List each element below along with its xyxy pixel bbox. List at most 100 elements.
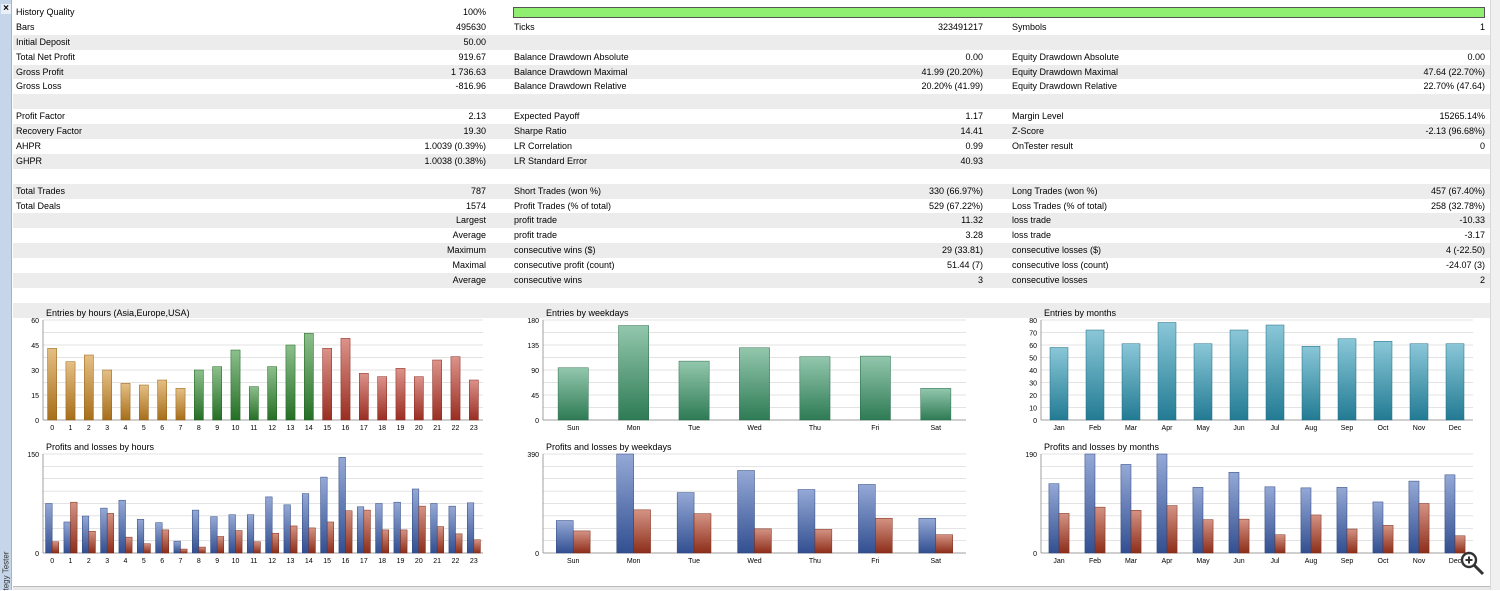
stats-cell-c1r: Average xyxy=(452,230,486,241)
bar xyxy=(1445,343,1465,421)
y-tick-label: 70 xyxy=(1029,331,1037,338)
bar xyxy=(285,344,296,421)
bar xyxy=(860,355,891,421)
bar xyxy=(1274,534,1286,554)
stats-cell-c4: 0.99 xyxy=(965,141,983,152)
stats-cell-c4: 330 (66.97%) xyxy=(928,185,983,196)
x-tick-label: Wed xyxy=(747,425,761,432)
stats-cell-c3: LR Standard Error xyxy=(514,155,588,166)
bar xyxy=(1454,535,1466,554)
bar xyxy=(81,515,90,554)
bar xyxy=(1157,322,1177,421)
x-tick-label: Aug xyxy=(1305,558,1318,565)
zoom-icon[interactable] xyxy=(1458,549,1486,577)
y-tick-label: 60 xyxy=(31,318,39,325)
bar xyxy=(84,354,94,421)
stats-row: Total Trades 787 Short Trades (won %) 330 (… xyxy=(13,183,1490,199)
x-tick-label: Sun xyxy=(567,425,580,432)
bar xyxy=(616,453,634,554)
y-tick-label: 0 xyxy=(535,551,539,558)
stats-cell-c3: Ticks xyxy=(514,21,535,32)
bar xyxy=(45,503,53,554)
stats-cell-c6: 47.64 (22.70%) xyxy=(1423,66,1485,77)
bar xyxy=(1418,503,1430,554)
bar xyxy=(450,356,461,421)
chart-title: Entries by hours (Asia,Europe,USA) xyxy=(46,308,190,318)
bar xyxy=(1049,347,1069,421)
y-tick-label: 0 xyxy=(535,418,539,425)
x-tick-label: 7 xyxy=(179,425,183,432)
x-tick-label: Sat xyxy=(931,425,942,432)
bar xyxy=(301,493,310,554)
bar xyxy=(618,325,649,421)
x-tick-label: 10 xyxy=(232,425,240,432)
stats-row: Profit Factor 2.13 Expected Payoff 1.17 Marg… xyxy=(13,109,1490,124)
stats-cell-c6: 2 xyxy=(1479,275,1485,286)
bar xyxy=(230,349,241,421)
x-tick-label: Jun xyxy=(1233,425,1244,432)
stats-cell-c3: Balance Drawdown Absolute xyxy=(514,51,629,62)
x-tick-label: 5 xyxy=(142,558,146,565)
stats-cell-c6: 4 (-22.50) xyxy=(1445,245,1485,256)
panel-side-strip: × tegy Tester xyxy=(0,0,12,591)
bar xyxy=(194,369,204,421)
stats-cell-c6: 457 (67.40%) xyxy=(1430,185,1485,196)
y-tick-label: 10 xyxy=(1029,406,1037,413)
stats-cell-c1r: Average xyxy=(452,275,486,286)
stats-cell-c2: 787 xyxy=(470,185,486,196)
stats-cell-c4: 41.99 (20.20%) xyxy=(921,66,983,77)
stats-cell-c1: Profit Factor xyxy=(16,111,66,122)
bar xyxy=(228,514,236,554)
stats-cell-c3: Balance Drawdown Maximal xyxy=(514,66,628,77)
x-tick-label: Thu xyxy=(809,558,821,565)
bar xyxy=(136,519,145,554)
stats-cell-c3: consecutive wins xyxy=(514,275,583,286)
bar xyxy=(363,509,371,554)
bar xyxy=(106,513,115,554)
stats-row: Gross Loss -816.96 Balance Drawdown Relati… xyxy=(13,79,1490,94)
bar xyxy=(175,388,186,421)
x-tick-label: Sep xyxy=(1341,558,1354,565)
x-tick-label: 21 xyxy=(433,425,441,432)
stats-cell-c1: Gross Loss xyxy=(16,81,62,92)
vertical-scrollbar[interactable] xyxy=(1490,0,1500,590)
stats-cell-c1r: Largest xyxy=(455,215,486,226)
stats-cell-c3: Short Trades (won %) xyxy=(514,185,602,196)
x-tick-label: Dec xyxy=(1449,425,1462,432)
stats-cell-c2: 1.0038 (0.38%) xyxy=(424,155,486,166)
bar xyxy=(359,373,369,421)
stats-cell-c2: 1574 xyxy=(465,200,486,211)
stats-row: Largest profit trade 11.32 loss trade -10.33 xyxy=(13,213,1490,229)
close-icon[interactable]: × xyxy=(1,4,11,14)
stats-cell-c4: 0.00 xyxy=(965,51,983,62)
x-tick-label: 1 xyxy=(69,425,73,432)
bar xyxy=(448,505,456,554)
bar xyxy=(572,530,591,554)
bar xyxy=(88,530,96,554)
x-tick-label: Aug xyxy=(1305,425,1318,432)
bar xyxy=(1085,329,1105,421)
bar xyxy=(271,532,280,554)
x-tick-label: 17 xyxy=(360,558,368,565)
bar xyxy=(1408,480,1420,554)
bar xyxy=(120,383,131,421)
x-tick-label: Tue xyxy=(688,425,700,432)
bar xyxy=(249,386,259,421)
bar xyxy=(693,513,712,554)
bar xyxy=(678,360,710,421)
y-tick-label: 0 xyxy=(1033,551,1037,558)
bar xyxy=(102,369,113,421)
stats-cell-c4: 40.93 xyxy=(960,155,983,166)
y-tick-label: 0 xyxy=(35,418,39,425)
stats-cell-c3: profit trade xyxy=(514,215,558,226)
stats-cell-c5: Margin Level xyxy=(1012,111,1064,122)
bar xyxy=(1084,453,1096,554)
bar xyxy=(235,530,243,554)
chart-title: Entries by months xyxy=(1044,308,1117,318)
stats-cell-c4: 29 (33.81) xyxy=(941,245,983,256)
x-tick-label: 2 xyxy=(87,425,91,432)
bar xyxy=(47,348,57,421)
stats-cell-c1r: Maximum xyxy=(446,245,486,256)
stats-cell-c1: Recovery Factor xyxy=(16,126,83,137)
bar xyxy=(1193,343,1213,421)
